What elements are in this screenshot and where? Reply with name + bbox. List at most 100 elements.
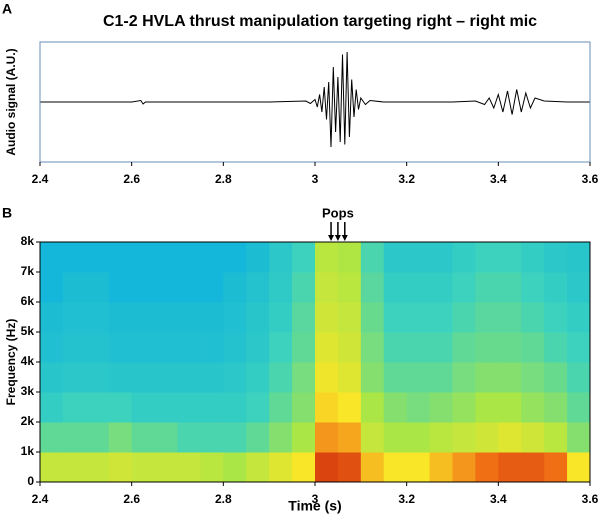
heat-cell bbox=[498, 302, 522, 333]
heat-cell bbox=[108, 422, 133, 453]
heat-cell bbox=[269, 452, 293, 483]
heat-cell bbox=[315, 332, 339, 363]
heat-cell bbox=[269, 362, 293, 393]
heat-cell bbox=[475, 242, 499, 273]
heat-cell bbox=[62, 362, 87, 393]
heat-cell bbox=[131, 272, 156, 303]
heat-cell bbox=[360, 332, 385, 363]
heat-cell bbox=[498, 242, 522, 273]
heat-cell bbox=[108, 392, 133, 423]
heat-cell bbox=[223, 242, 247, 273]
heat-cell bbox=[544, 362, 568, 393]
heat-cell bbox=[498, 332, 522, 363]
heat-cell bbox=[337, 422, 362, 453]
heat-cell bbox=[177, 272, 201, 303]
heat-cell bbox=[292, 452, 316, 483]
heat-cell bbox=[475, 302, 499, 333]
heat-cell bbox=[154, 362, 178, 393]
heat-cell bbox=[406, 242, 431, 273]
heat-cell bbox=[154, 302, 178, 333]
heat-cell bbox=[269, 422, 293, 453]
heat-cell bbox=[85, 332, 110, 363]
heat-cell bbox=[337, 332, 362, 363]
heat-cell bbox=[62, 452, 87, 483]
heat-cell bbox=[177, 422, 201, 453]
y-tick-label: 6k bbox=[21, 294, 35, 308]
heat-cell bbox=[360, 272, 385, 303]
x-tick-label: 3.2 bbox=[398, 492, 415, 506]
heat-cell bbox=[246, 332, 270, 363]
heat-cell bbox=[200, 272, 224, 303]
heat-cell bbox=[246, 302, 270, 333]
heat-cell bbox=[383, 242, 408, 273]
y-tick-label: 8k bbox=[21, 234, 35, 248]
y-tick-label: 0 bbox=[27, 474, 34, 488]
x-tick-label: 3 bbox=[312, 492, 319, 506]
heat-cell bbox=[360, 422, 385, 453]
x-tick-label: 2.6 bbox=[123, 492, 140, 506]
heat-cell bbox=[223, 362, 247, 393]
x-tick-label: 2.8 bbox=[215, 172, 232, 186]
y-axis-label: Frequency (Hz) bbox=[4, 319, 18, 406]
heat-cell bbox=[383, 362, 408, 393]
heat-cell bbox=[269, 242, 293, 273]
heat-cell bbox=[383, 452, 408, 483]
heat-cell bbox=[40, 332, 64, 363]
x-tick-label: 3.6 bbox=[582, 172, 599, 186]
heat-cell bbox=[383, 272, 408, 303]
heat-cell bbox=[498, 392, 522, 423]
heat-cell bbox=[223, 302, 247, 333]
heat-cell bbox=[108, 302, 133, 333]
heat-cell bbox=[292, 362, 316, 393]
y-tick-label: 7k bbox=[21, 264, 35, 278]
heat-cell bbox=[521, 332, 545, 363]
heat-cell bbox=[429, 422, 453, 453]
heat-cell bbox=[315, 392, 339, 423]
heat-cell bbox=[131, 422, 156, 453]
heat-cell bbox=[337, 242, 362, 273]
heat-cell bbox=[429, 242, 453, 273]
heat-cell bbox=[85, 302, 110, 333]
heat-cell bbox=[62, 272, 87, 303]
heat-cell bbox=[475, 332, 499, 363]
heat-cell bbox=[452, 332, 476, 363]
heat-cell bbox=[429, 272, 453, 303]
heat-cell bbox=[40, 272, 64, 303]
heat-cell bbox=[567, 362, 591, 393]
x-tick-label: 2.4 bbox=[32, 492, 49, 506]
heat-cell bbox=[498, 362, 522, 393]
heat-cell bbox=[154, 392, 178, 423]
heat-cell bbox=[521, 392, 545, 423]
heat-cell bbox=[40, 452, 64, 483]
heat-cell bbox=[498, 422, 522, 453]
heat-cell bbox=[337, 272, 362, 303]
heat-cell bbox=[246, 392, 270, 423]
heat-cell bbox=[544, 242, 568, 273]
arrow-head bbox=[341, 235, 348, 241]
heat-cell bbox=[315, 272, 339, 303]
heat-cell bbox=[544, 452, 568, 483]
heat-cell bbox=[108, 452, 133, 483]
heat-cell bbox=[521, 302, 545, 333]
heat-cell bbox=[429, 392, 453, 423]
heat-cell bbox=[40, 242, 64, 273]
heat-cell bbox=[337, 302, 362, 333]
heat-cell bbox=[567, 242, 591, 273]
y-tick-label: 2k bbox=[21, 414, 35, 428]
heat-cell bbox=[498, 452, 522, 483]
heat-cell bbox=[337, 452, 362, 483]
heat-cell bbox=[406, 272, 431, 303]
heat-cell bbox=[360, 392, 385, 423]
heat-cell bbox=[475, 422, 499, 453]
heat-cell bbox=[521, 422, 545, 453]
heat-cell bbox=[131, 242, 156, 273]
y-tick-label: 3k bbox=[21, 384, 35, 398]
heat-cell bbox=[223, 452, 247, 483]
heat-cell bbox=[85, 242, 110, 273]
heat-cell bbox=[383, 422, 408, 453]
heat-cell bbox=[85, 272, 110, 303]
heat-cell bbox=[452, 452, 476, 483]
heat-cell bbox=[475, 452, 499, 483]
heat-cell bbox=[246, 362, 270, 393]
heat-cell bbox=[154, 422, 178, 453]
